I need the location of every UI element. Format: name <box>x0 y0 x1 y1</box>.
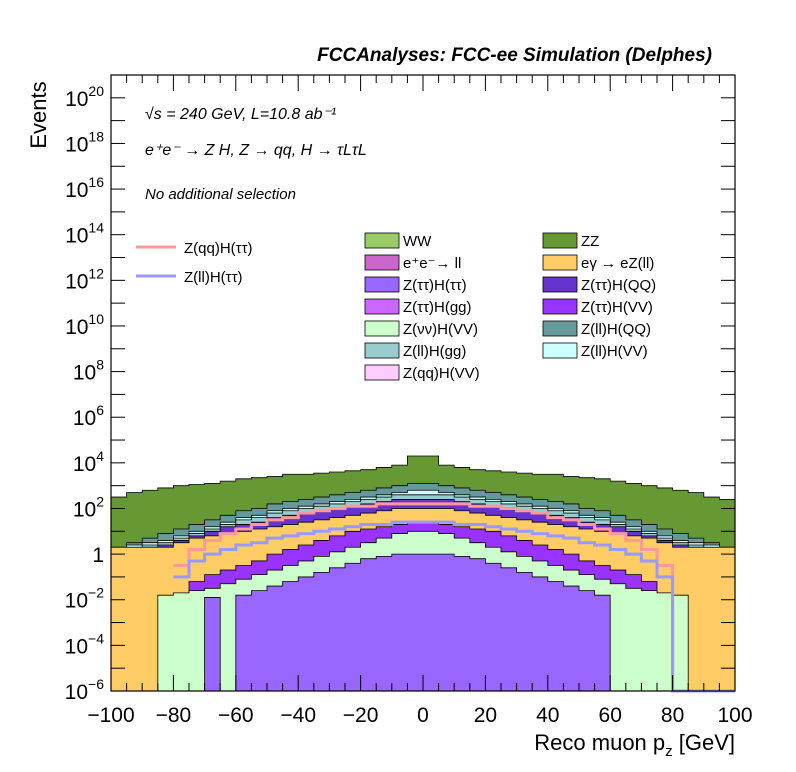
y-tick-label: 104 <box>73 448 104 476</box>
x-tick-label: 60 <box>599 704 622 727</box>
x-tick-label: 80 <box>661 704 684 727</box>
line-z-ll-h <box>173 520 735 693</box>
x-tick-label: −40 <box>280 704 316 727</box>
legend-swatch-e-e-ll <box>364 254 400 271</box>
x-axis-label-sub: z <box>665 743 673 760</box>
legend-swatch-z-ll-h-gg <box>364 342 400 359</box>
overlay-lines <box>173 502 735 693</box>
x-tick-label: −20 <box>343 704 379 727</box>
legend-swatch-z-h-gg <box>364 298 400 315</box>
y-tick-label: 1020 <box>65 83 104 111</box>
x-tick-label: −80 <box>156 704 192 727</box>
legend-swatch-z-h-vv <box>364 320 400 337</box>
y-tick-label: 1014 <box>65 220 104 248</box>
legend-label: Z(νν)H(VV) <box>403 321 478 338</box>
legend-swatch-ww <box>364 232 400 249</box>
legend-label: eγ → eZ(ll) <box>581 255 654 272</box>
y-tick-label: 1010 <box>65 311 104 339</box>
x-tick-label: 40 <box>536 704 559 727</box>
y-tick-label: 1018 <box>65 128 104 156</box>
x-tick-label: −100 <box>87 704 134 727</box>
annotation-process: e⁺e⁻ → Z H, Z → qq, H → τLτL <box>145 142 367 159</box>
legend-label: Z(ll)H(VV) <box>581 343 648 360</box>
legend-swatch-z-ll-h-vv <box>542 342 578 359</box>
y-tick-label: 10−2 <box>65 585 105 613</box>
legend-label: Z(qq)H(VV) <box>403 365 480 382</box>
legend-label: Z(ττ)H(gg) <box>403 299 472 316</box>
legend-label: Z(ll)H(gg) <box>403 343 466 360</box>
x-tick-label: −60 <box>218 704 254 727</box>
legend-swatch-z-h-vv <box>542 298 578 315</box>
x-axis-label: Reco muon pz [GeV] <box>534 730 735 760</box>
annotation-selection: No additional selection <box>145 186 296 203</box>
legend-swatch-zz <box>542 232 578 249</box>
legend-label: ZZ <box>581 233 599 250</box>
axes: −100 −80 −60 −40 −20 0 20 40 60 80 100 10−6 10−4 10−2… <box>65 74 753 727</box>
chart-title: FCCAnalyses: FCC-ee Simulation (Delphes) <box>317 45 712 66</box>
x-tick-label: 20 <box>474 704 497 727</box>
legend-swatch-z-h-qq <box>542 276 578 293</box>
legend-label: WW <box>403 233 432 250</box>
y-tick-label: 10−6 <box>65 676 105 704</box>
y-tick-label: 1012 <box>65 265 104 293</box>
y-tick-label: 1016 <box>65 174 104 202</box>
y-tick-label: 102 <box>73 493 104 521</box>
legend-swatch-e-ez-ll <box>542 254 578 271</box>
legend-label: Z(ττ)H(ττ) <box>403 277 467 294</box>
legend-swatch-z-qq-h-vv <box>364 364 400 381</box>
annotation-energy: √s = 240 GeV, L=10.8 ab⁻¹ <box>145 106 336 123</box>
stack-z-h <box>111 553 735 692</box>
legend: Z(qq)H(ττ) Z(ll)H(ττ) WW ZZ e⁺e⁻→ ll eγ → eZ(… <box>136 232 656 382</box>
legend-swatch-z-ll-h-qq <box>542 320 578 337</box>
x-tick-label: 100 <box>717 704 752 727</box>
y-tick-label: 108 <box>73 357 104 385</box>
legend-label: Z(ll)H(ττ) <box>184 269 243 286</box>
x-axis-label-main: Reco muon p <box>534 730 665 755</box>
stacked-histograms <box>110 455 736 692</box>
legend-swatch-z-h <box>364 276 400 293</box>
y-axis-label: Events <box>26 81 51 148</box>
line-z-qq-h <box>173 502 735 693</box>
y-tick-label: 10−4 <box>65 630 105 658</box>
x-tick-label: 0 <box>417 704 429 727</box>
legend-label: Z(qq)H(ττ) <box>184 240 253 257</box>
legend-label: Z(ll)H(QQ) <box>581 321 651 338</box>
legend-label: Z(ττ)H(QQ) <box>581 277 656 294</box>
annotation-block: √s = 240 GeV, L=10.8 ab⁻¹ e⁺e⁻ → Z H, Z … <box>145 106 367 203</box>
y-tick-label: 1 <box>92 544 104 567</box>
legend-label: Z(ττ)H(VV) <box>581 299 653 316</box>
legend-label: e⁺e⁻→ ll <box>403 255 461 272</box>
y-tick-label: 106 <box>73 402 104 430</box>
x-axis-label-unit: [GeV] <box>673 730 735 755</box>
